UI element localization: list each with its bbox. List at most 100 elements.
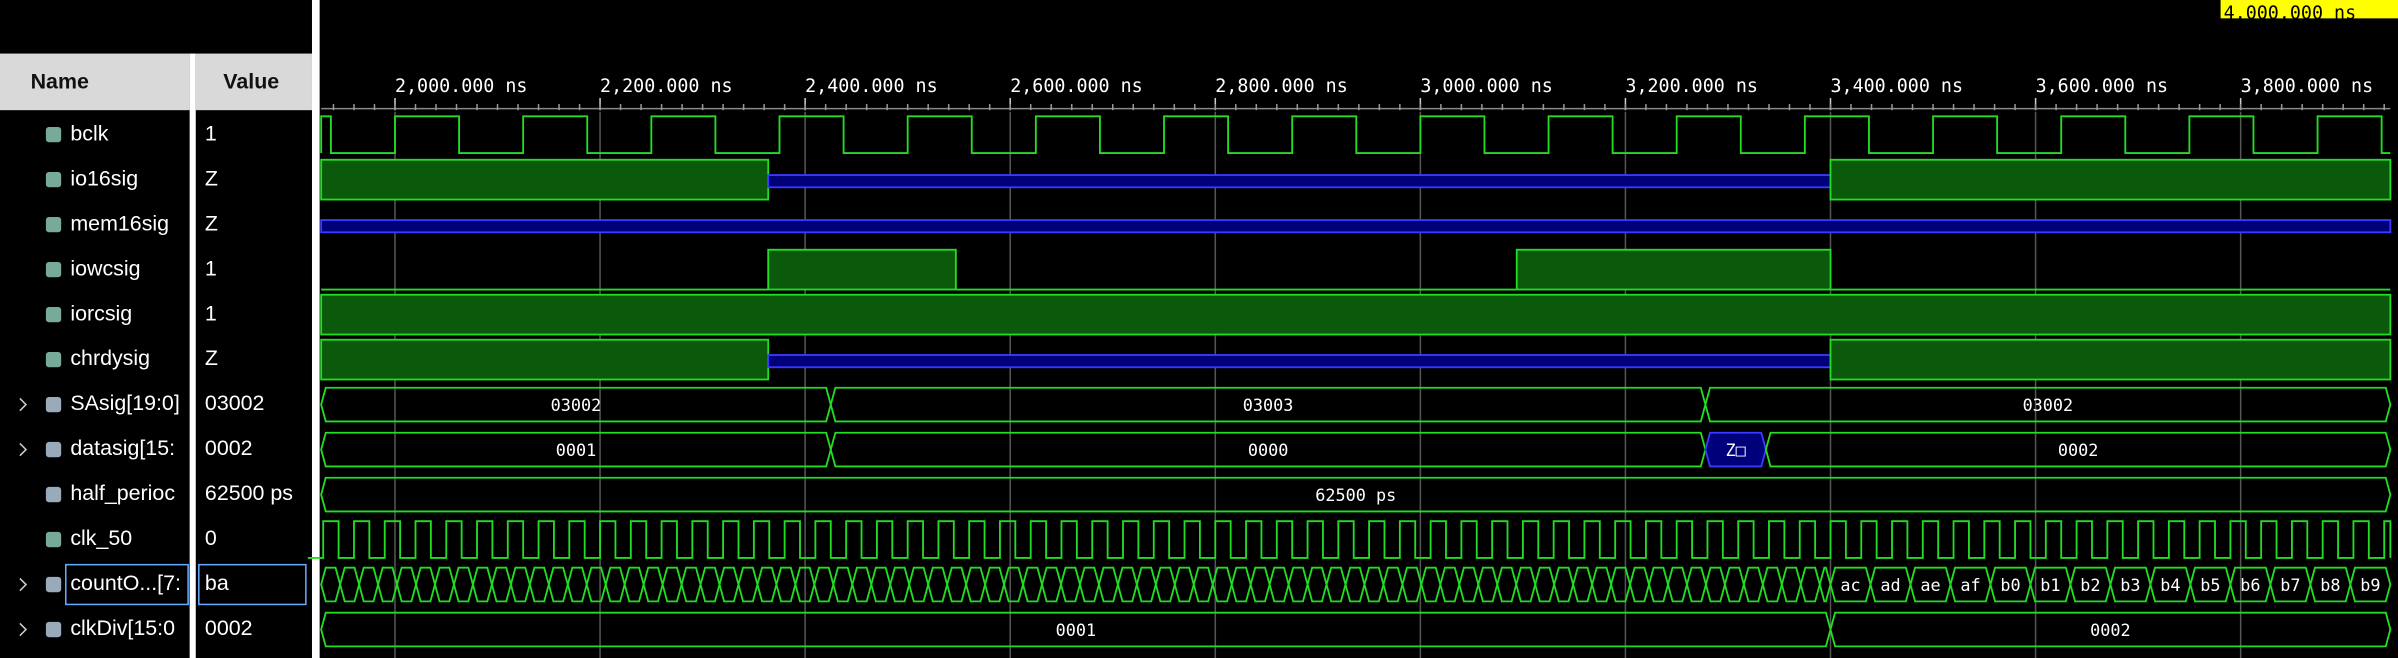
signal-name[interactable]: clk_50: [70, 526, 132, 550]
bus-label: b9: [2360, 575, 2380, 595]
bus-label: b7: [2280, 575, 2300, 595]
bit-high: [1829, 338, 2392, 381]
signal-value: 0: [205, 526, 217, 550]
expand-arrow[interactable]: [19, 622, 28, 637]
bus-label: 0001: [1056, 620, 1096, 640]
signal-icon: [45, 261, 62, 278]
signal-name[interactable]: clkDiv[15:0: [70, 616, 175, 640]
expand-arrow[interactable]: [19, 442, 28, 457]
signal-value: Z: [205, 166, 218, 190]
bit-z: [320, 219, 2392, 234]
signal-name[interactable]: datasig[15:: [70, 436, 175, 460]
bus-label: 0002: [2058, 440, 2098, 460]
signal-name[interactable]: chrdysig: [70, 346, 150, 370]
signal-icon: [45, 216, 62, 233]
bus-label: 0002: [2090, 620, 2130, 640]
signal-icon: [45, 351, 62, 368]
bus-label: 0001: [556, 440, 596, 460]
tick-label: 2,200.000 ns: [600, 76, 732, 97]
signal-value: 0002: [205, 616, 253, 640]
bus-label: 03002: [551, 395, 602, 415]
pane-separator[interactable]: [311, 0, 320, 658]
bus-segment: [1704, 386, 2392, 423]
signal-name[interactable]: countO...[7:: [70, 571, 181, 595]
bus-segment: [1829, 611, 2392, 648]
bit-high: [320, 293, 2392, 336]
tick-label: 2,000.000 ns: [395, 76, 527, 97]
signal-value: 03002: [205, 391, 265, 415]
bus-label: ae: [1920, 575, 1940, 595]
signal-value: ba: [205, 571, 229, 595]
bus-label: b2: [2080, 575, 2100, 595]
bus-label: ac: [1840, 575, 1860, 595]
signal-value: Z: [205, 346, 218, 370]
signal-icon: [45, 441, 62, 458]
clock-wave: [320, 115, 2391, 154]
signal-name[interactable]: mem16sig: [70, 211, 169, 235]
signal-icon: [45, 127, 62, 143]
bit-high: [320, 338, 770, 381]
tick-label: 3,400.000 ns: [1831, 76, 1963, 97]
bus-label: 0000: [1248, 440, 1288, 460]
signal-name[interactable]: SAsig[19:0]: [70, 391, 179, 415]
signal-icon: [45, 171, 62, 188]
expand-arrow[interactable]: [19, 577, 28, 592]
name-header[interactable]: [0, 53, 190, 111]
bit-z: [767, 354, 1832, 369]
signal-value: 1: [205, 121, 217, 145]
signal-icon: [45, 306, 62, 323]
signal-name[interactable]: iorcsig: [70, 301, 132, 325]
tick-label: 2,600.000 ns: [1010, 76, 1142, 97]
bit-high: [767, 248, 957, 291]
signal-name[interactable]: half_perioc: [70, 481, 175, 505]
bit-high: [320, 158, 770, 201]
signal-name[interactable]: bclk: [70, 121, 108, 145]
tick-label: 3,200.000 ns: [1625, 76, 1757, 97]
selected-value-box[interactable]: [198, 563, 307, 606]
value-header[interactable]: [195, 53, 312, 111]
bus-label: b5: [2200, 575, 2220, 595]
cursor-label: 4,000.000 ns: [2224, 3, 2356, 24]
bit-high: [1515, 248, 1832, 291]
signal-value: Z: [205, 211, 218, 235]
bit-high: [1829, 158, 2392, 201]
bus-segment: [2349, 566, 2392, 603]
signal-icon: [45, 486, 62, 503]
bus-label: af: [1960, 575, 1980, 595]
bus-label: b0: [2000, 575, 2020, 595]
tick-label: 2,400.000 ns: [805, 76, 937, 97]
bus-label: b6: [2240, 575, 2260, 595]
signal-value: 0002: [205, 436, 253, 460]
signal-value: 1: [205, 301, 217, 325]
bus-segment: [320, 476, 2392, 513]
bus-segment: [1764, 431, 2392, 468]
tick-label: 3,800.000 ns: [2241, 76, 2373, 97]
bus-label: b4: [2160, 575, 2180, 595]
bit-z: [767, 174, 1832, 189]
signal-name[interactable]: io16sig: [70, 166, 138, 190]
name-header-label: Name: [31, 69, 89, 93]
bus-label: b8: [2320, 575, 2340, 595]
signal-icon: [45, 396, 62, 413]
selected-name-box: [64, 563, 189, 606]
bus-label: 03003: [1243, 395, 1294, 415]
signal-name[interactable]: iowcsig: [70, 256, 140, 280]
signal-value: 1: [205, 256, 217, 280]
bus-label: b3: [2120, 575, 2140, 595]
cursor-label-box: [2220, 0, 2398, 19]
bus-label: b1: [2040, 575, 2060, 595]
bus-label: 03002: [2023, 395, 2074, 415]
tick-label: 3,000.000 ns: [1420, 76, 1552, 97]
bus-label: Z□: [1726, 440, 1747, 460]
tick-label: 2,800.000 ns: [1215, 76, 1347, 97]
tick-label: 3,600.000 ns: [2036, 76, 2168, 97]
value-header-label: Value: [223, 69, 279, 93]
column-separator[interactable]: [189, 53, 196, 658]
bus-label: ad: [1880, 575, 1900, 595]
signal-icon: [45, 531, 62, 548]
signal-icon: [45, 576, 62, 593]
expand-arrow[interactable]: [19, 397, 28, 412]
signal-value: 62500 ps: [205, 481, 293, 505]
